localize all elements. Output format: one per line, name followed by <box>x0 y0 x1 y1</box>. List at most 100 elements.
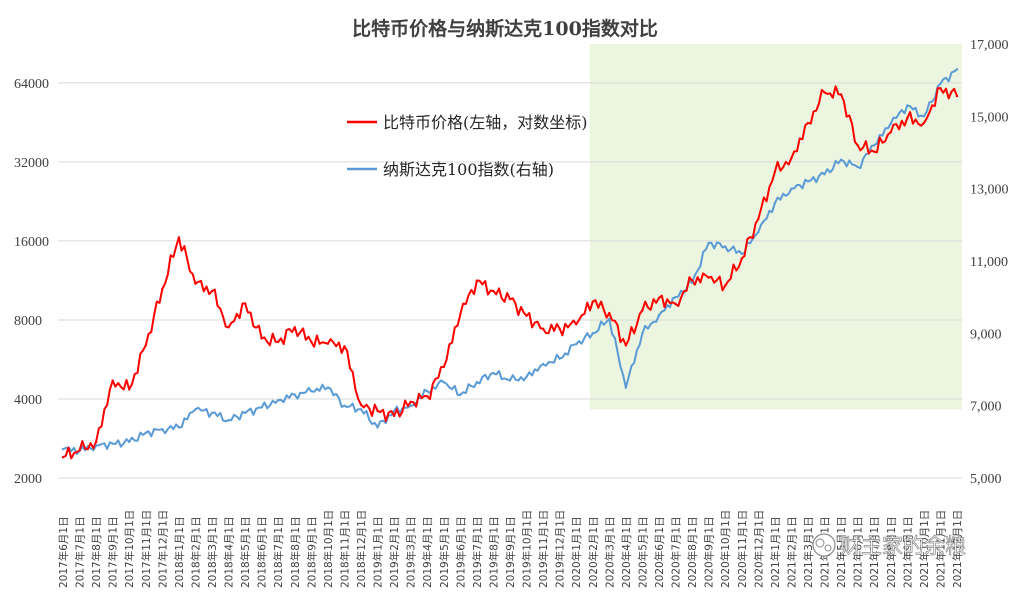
nasdaq100-point <box>161 427 164 431</box>
legend-label-bitcoin: 比特币价格(左轴，对数坐标) <box>383 113 588 132</box>
watermark: 财主家的余粮 <box>812 533 966 558</box>
right-tick-label: 17,000 <box>970 38 1009 53</box>
nasdaq100-point <box>409 404 412 407</box>
x-tick-label: 2020年5月1日 <box>636 516 649 588</box>
nasdaq100-point <box>641 332 644 335</box>
nasdaq100-point <box>310 390 313 393</box>
x-tick-label: 2017年11月1日 <box>140 510 153 588</box>
bitcoin-price-point <box>293 326 296 329</box>
right-axis: 5,000 7,000 9,000 11,000 13,000 15,000 17,000 <box>970 38 1009 487</box>
bitcoin-price-point <box>889 131 892 134</box>
nasdaq100-point <box>194 408 197 411</box>
x-tick-label: 2020年7月1日 <box>670 516 683 588</box>
bitcoin-price-point <box>939 87 942 90</box>
x-tick-label: 2018年9月1日 <box>305 516 318 588</box>
nasdaq100-point <box>674 295 677 299</box>
bitcoin-price-point <box>161 287 164 291</box>
left-tick-label: 16000 <box>14 235 49 250</box>
bitcoin-price-point <box>459 313 462 316</box>
bitcoin-price-point <box>442 365 445 369</box>
x-tick-label: 2021年9月1日 <box>901 516 914 588</box>
nasdaq100-point <box>475 380 479 384</box>
nasdaq100-point <box>525 375 528 378</box>
x-tick-label: 2020年2月1日 <box>587 516 600 588</box>
x-tick-label: 2020年12月1日 <box>752 510 765 588</box>
left-tick-label: 2000 <box>14 472 42 487</box>
x-tick-label: 2020年4月1日 <box>620 516 633 588</box>
left-tick-label: 4000 <box>14 393 42 408</box>
bitcoin-price-point <box>906 116 909 120</box>
nasdaq100-point <box>575 342 578 346</box>
bitcoin-price-point <box>657 296 661 300</box>
nasdaq100-point <box>508 379 512 382</box>
x-tick-label: 2020年3月1日 <box>603 516 616 588</box>
nasdaq100-point <box>955 68 959 71</box>
bitcoin-price-point <box>409 400 412 404</box>
right-tick-label: 15,000 <box>970 110 1009 125</box>
x-tick-label: 2018年10月1日 <box>322 510 335 588</box>
right-tick-label: 5,000 <box>970 472 1002 487</box>
nasdaq100-point <box>624 386 628 389</box>
bitcoin-price-point <box>243 302 247 305</box>
bitcoin-price-point <box>873 150 876 153</box>
nasdaq100-point <box>177 426 181 429</box>
x-tick-label: 2017年8月1日 <box>90 516 103 588</box>
nasdaq100-point <box>94 444 98 447</box>
x-tick-label: 2021年6月1日 <box>852 516 865 588</box>
x-tick-label: 2021年1月1日 <box>769 516 782 588</box>
nasdaq100-point <box>591 332 594 335</box>
x-tick-label: 2020年11月1日 <box>736 510 749 588</box>
right-tick-label: 9,000 <box>970 327 1002 342</box>
watermark-text: 财主家的余粮 <box>840 534 966 558</box>
chart-title: 比特币价格与纳斯达克100指数对比 <box>352 17 658 40</box>
x-axis: 2017年6月1日 2017年7月1日 2017年8月1日 2017年9月1日 2017… <box>57 510 964 588</box>
nasdaq100-point <box>558 357 561 360</box>
x-tick-label: 2017年10月1日 <box>123 510 136 588</box>
x-tick-label: 2019年8月1日 <box>487 516 500 588</box>
nasdaq100-point <box>707 241 710 245</box>
x-tick-label: 2021年2月1日 <box>785 516 798 588</box>
x-tick-label: 2020年9月1日 <box>703 516 716 588</box>
nasdaq100-point <box>293 393 296 397</box>
x-tick-label: 2018年5月1日 <box>239 516 252 588</box>
x-tick-label: 2020年1月1日 <box>570 516 583 588</box>
x-tick-label: 2017年6月1日 <box>57 516 70 588</box>
nasdaq100-point <box>889 122 892 125</box>
gridlines <box>58 82 962 479</box>
x-tick-label: 2018年4月1日 <box>223 516 236 588</box>
bitcoin-price-point <box>525 314 528 317</box>
bitcoin-price-point <box>144 344 147 347</box>
x-tick-label: 2020年6月1日 <box>653 516 666 588</box>
x-tick-label: 2021年8月1日 <box>885 516 898 588</box>
bitcoin-price-point <box>277 340 280 344</box>
x-tick-label: 2019年5月1日 <box>438 516 451 588</box>
bitcoin-price-point <box>541 327 545 331</box>
bitcoin-price-point <box>641 309 644 312</box>
bitcoin-price-point <box>475 279 479 282</box>
bitcoin-price-point <box>111 379 114 382</box>
nasdaq100-point <box>376 426 379 429</box>
bitcoin-price-point <box>310 340 313 344</box>
legend-label-nasdaq100: 纳斯达克100指数(右轴) <box>383 160 554 179</box>
x-tick-label: 2019年7月1日 <box>471 516 484 588</box>
x-tick-label: 2017年9月1日 <box>107 516 120 588</box>
x-tick-label: 2019年6月1日 <box>454 516 467 588</box>
x-tick-label: 2021年11月1日 <box>934 510 947 588</box>
nasdaq100-point <box>392 409 396 413</box>
bitcoin-price-point <box>177 236 181 239</box>
bitcoin-price-point <box>260 337 263 340</box>
bitcoin-price-point <box>575 323 578 326</box>
bitcoin-price-point <box>757 217 760 221</box>
x-tick-label: 2017年12月1日 <box>156 510 169 588</box>
bitcoin-price-point <box>608 311 611 315</box>
bitcoin-price-point <box>839 93 843 96</box>
wechat-icon-bubble-small <box>824 544 832 552</box>
nasdaq100-point <box>227 418 230 422</box>
x-tick-label: 2017年7月1日 <box>74 516 87 588</box>
nasdaq100-point <box>873 144 876 147</box>
nasdaq100-point <box>61 447 65 451</box>
bitcoin-price-point <box>78 449 81 452</box>
nasdaq100-point <box>608 317 611 321</box>
nasdaq100-point <box>128 440 131 444</box>
